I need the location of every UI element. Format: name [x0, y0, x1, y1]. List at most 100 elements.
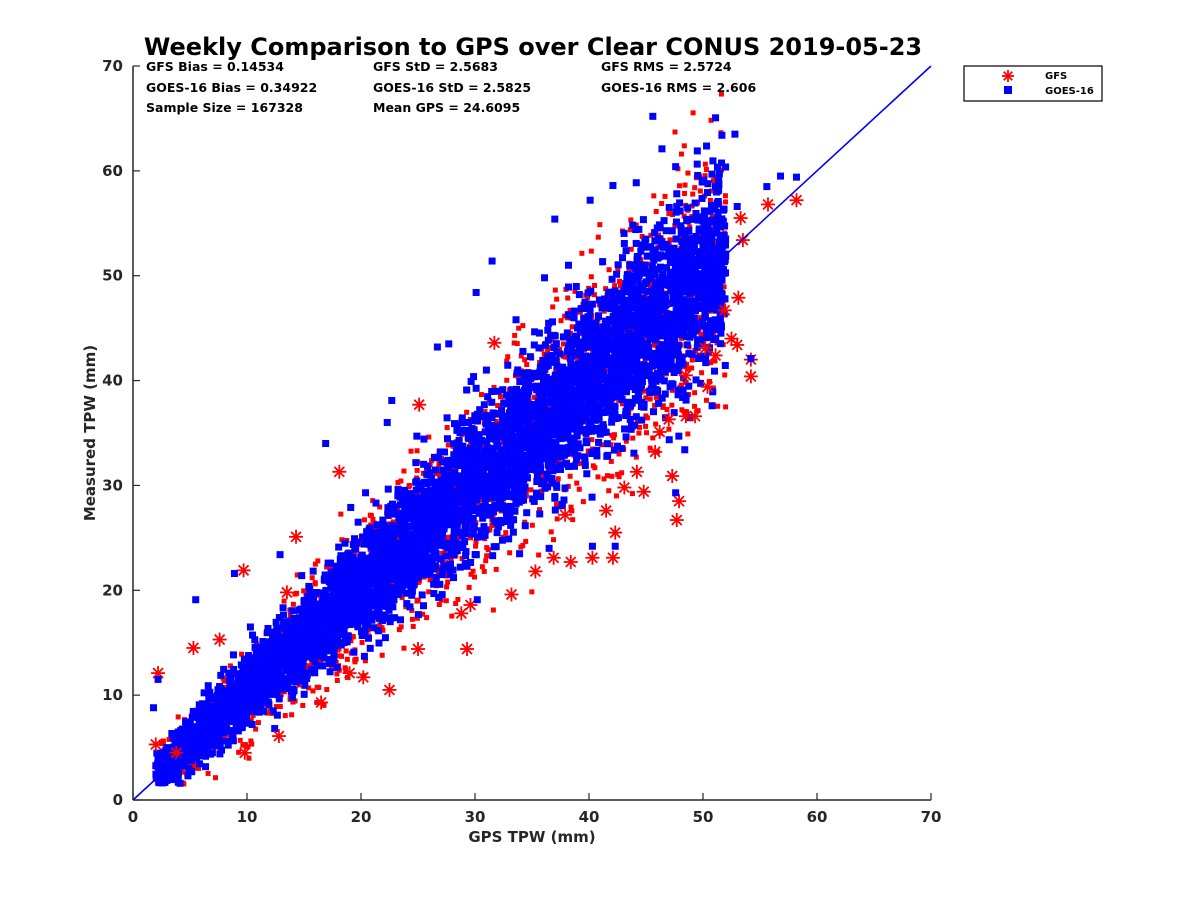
gfs-cloud-point [576, 486, 582, 492]
gfs-cloud-point [702, 173, 708, 179]
gfs-cloud-point [592, 465, 598, 471]
goes16-cloud-point [661, 350, 669, 358]
gfs-cloud-point [606, 267, 612, 273]
gfs-cloud-point [623, 438, 629, 444]
goes16-cloud-point [537, 493, 545, 501]
gfs-cloud-point [196, 765, 202, 771]
gfs-cloud-point [473, 543, 479, 549]
goes16-cloud-point [559, 367, 567, 375]
goes16-cloud-point [445, 473, 453, 481]
gfs-cloud-point [282, 713, 288, 719]
goes16-cloud-point [707, 320, 715, 328]
gfs-cloud-point [685, 170, 691, 176]
gfs-cloud-point [565, 295, 571, 301]
goes16-cloud-point [430, 590, 438, 598]
goes16-cloud-point [544, 326, 552, 334]
gfs-cloud-point [242, 742, 248, 748]
gfs-cloud-point [653, 342, 659, 348]
goes16-cloud-point [456, 563, 464, 571]
goes16-cloud-point [206, 688, 214, 696]
gfs-cloud-point [681, 143, 687, 149]
gfs-cloud-point [324, 564, 330, 570]
goes16-cloud-point [665, 204, 673, 212]
goes16-cloud-point [541, 440, 549, 448]
gfs-cloud-point [692, 390, 698, 396]
goes16-cloud-point [498, 536, 506, 544]
goes16-cloud-point [652, 377, 660, 385]
gfs-cloud-point [666, 211, 672, 217]
goes16-cloud-point [273, 711, 281, 719]
gfs-cloud-point [639, 233, 645, 239]
goes16-cloud-point [490, 508, 498, 516]
gfs-cloud-point [240, 742, 246, 748]
gfs-cloud-point [604, 473, 610, 479]
goes16-cloud-point [600, 424, 608, 432]
gfs-cloud-point [603, 286, 609, 292]
goes16-cloud-point [663, 252, 671, 260]
goes16-cloud-point [715, 180, 723, 188]
goes16-cloud-point [479, 514, 487, 522]
gfs-cloud-point [595, 474, 601, 480]
goes16-cloud-point [703, 142, 711, 150]
gfs-cloud-point [377, 622, 383, 628]
gfs-cloud-point [615, 267, 621, 273]
goes16-cloud-point [523, 474, 531, 482]
goes16-cloud-point [631, 263, 639, 271]
gfs-cloud-point [504, 377, 510, 383]
gfs-cloud-point [309, 575, 315, 581]
goes16-cloud-point [674, 367, 682, 375]
gfs-cloud-point [689, 365, 695, 371]
goes16-cloud-point [449, 503, 457, 511]
gfs-cloud-point [239, 651, 245, 657]
goes16-cloud-point [693, 343, 701, 351]
gfs-cloud-point [696, 316, 702, 322]
goes16-cloud-point [627, 379, 635, 387]
goes16-cloud-point [539, 356, 547, 364]
goes16-cloud-point [489, 552, 497, 560]
goes16-cloud-point [361, 626, 369, 634]
gfs-cloud-point [343, 648, 349, 654]
gfs-cloud-point [689, 357, 695, 363]
goes16-cloud-point [673, 316, 681, 324]
goes16-cloud-point [553, 362, 561, 370]
goes16-cloud-point [574, 416, 582, 424]
gfs-cloud-point [685, 366, 691, 372]
gfs-cloud-point [697, 188, 703, 194]
goes16-cloud-point [533, 478, 541, 486]
goes16-cloud-point [217, 671, 225, 679]
gfs-cloud-point [554, 296, 560, 302]
goes16-cloud-point [275, 676, 283, 684]
goes16-cloud-point [703, 305, 711, 313]
gfs-cloud-point [551, 537, 557, 543]
goes16-cloud-point [467, 456, 475, 464]
goes16-cloud-point [462, 548, 470, 556]
goes16-cloud-point [625, 373, 633, 381]
gfs-cloud-point [445, 442, 451, 448]
gfs-cloud-point [601, 476, 607, 482]
gfs-cloud-point [653, 208, 659, 214]
goes16-cloud-point [467, 460, 475, 468]
goes16-cloud-point [484, 393, 492, 401]
gfs-cloud-point [616, 278, 622, 284]
gfs-cloud-point [554, 501, 560, 507]
goes16-cloud-point [716, 292, 724, 300]
goes16-cloud-point [630, 350, 638, 358]
goes16-cloud-point [488, 414, 496, 422]
gfs-cloud-point [528, 487, 534, 493]
goes16-cloud-point [626, 361, 634, 369]
gfs-cloud-point [306, 685, 312, 691]
gfs-cloud-point [398, 478, 404, 484]
gfs-cloud-point [479, 392, 485, 398]
goes16-cloud-point [467, 558, 475, 566]
gfs-cloud-point [633, 454, 639, 460]
goes16-cloud-point [718, 131, 726, 139]
gfs-cloud-point [633, 222, 639, 228]
goes16-cloud-point [234, 727, 242, 735]
goes16-cloud-point [381, 634, 389, 642]
gfs-cloud-point [567, 307, 573, 313]
goes16-cloud-point [633, 255, 641, 263]
gfs-cloud-point [628, 246, 634, 252]
goes16-cloud-point [224, 741, 232, 749]
gfs-cloud-point [493, 566, 499, 572]
goes16-cloud-point [453, 547, 461, 555]
